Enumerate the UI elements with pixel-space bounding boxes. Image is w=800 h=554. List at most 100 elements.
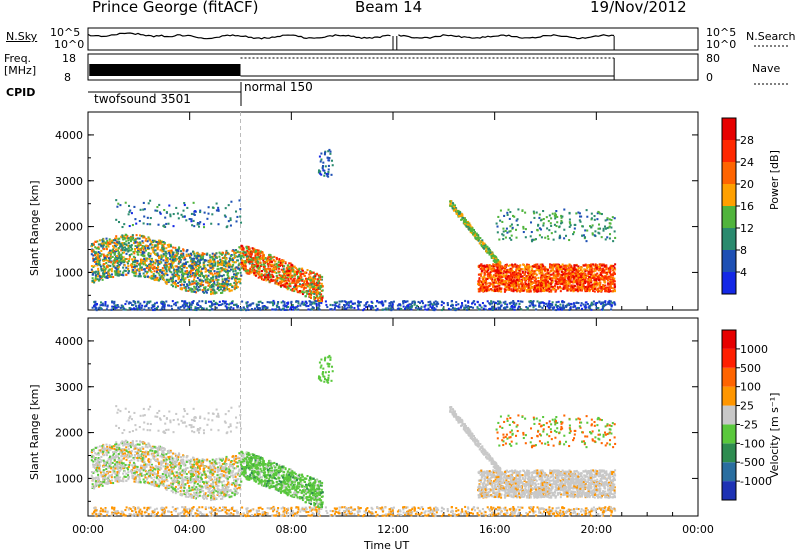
power-pixel [259,261,262,264]
power-pixel [315,286,318,289]
power-pixel [390,305,393,308]
power-pixel [224,253,227,256]
power-pixel [131,238,134,241]
power-pixel [299,272,302,275]
power-pixel [259,254,262,257]
power-pixel [544,267,547,270]
power-pixel [248,304,251,307]
power-pixel [135,272,138,275]
power-pixel [326,306,329,309]
power-pixel [191,267,194,270]
power-pixel [304,304,307,307]
power-pixel [287,274,290,277]
power-pixel [321,289,324,292]
power-pixel [194,261,197,264]
power-pixel [524,271,527,274]
power-pixel [109,255,112,258]
power-pixel [140,262,143,265]
colorbar-segment [722,206,736,228]
power-pixel [177,248,180,251]
nsearch-tick-low: 10^0 [706,38,737,51]
power-pixel [157,255,160,258]
power-pixel [96,240,99,243]
power-pixel [204,300,207,303]
power-pixel [290,274,293,277]
power-pixel [224,270,227,273]
power-pixel [387,307,390,310]
power-pixel [131,234,134,237]
power-pixel [509,271,512,274]
power-pixel [391,301,394,304]
power-pixel [250,266,253,269]
power-pixel [140,253,143,256]
power-pixel [175,284,178,287]
power-pixel [515,302,518,305]
power-pixel [262,265,265,268]
power-pixel [173,268,176,271]
power-pixel [218,289,221,292]
power-pixel [475,238,478,241]
power-pixel [602,308,605,311]
power-pixel [217,285,220,288]
power-pixel [313,278,316,281]
power-pixel [455,301,458,304]
power-pixel [133,274,136,277]
power-pixel [163,241,166,244]
power-pixel [270,263,273,266]
power-pixel [170,305,173,308]
power-pixel [105,262,108,265]
power-pixel [234,285,237,288]
power-pixel [285,270,288,273]
power-pixel [502,301,505,304]
power-pixel [308,277,311,280]
power-pixel [244,265,247,268]
power-pixel [211,273,214,276]
colorbar-tick-label: 25 [740,400,754,413]
power-pixel [310,297,313,300]
power-pixel [222,289,225,292]
power-pixel [94,240,97,243]
power-pixel [494,272,497,275]
power-pixel [590,265,593,268]
power-pixel [481,241,484,244]
power-pixel [293,277,296,280]
power-pixel [91,245,94,248]
power-pixel [602,305,605,308]
power-pixel [293,279,296,282]
power-pixel [154,244,157,247]
power-pixel [99,307,102,310]
power-pixel [171,300,174,303]
power-pixel [132,268,135,271]
power-pixel [466,308,469,311]
freq-label: Freq. [4,52,32,65]
power-pixel [222,300,225,303]
power-pixel [539,286,542,289]
power-pixel [481,302,484,305]
power-pixel [146,271,149,274]
power-pixel [310,271,313,274]
power-pixel [613,302,616,305]
power-pixel [583,305,586,308]
power-pixel [132,300,135,303]
power-pixel [136,259,139,262]
power-pixel [591,267,594,270]
power-pixel [492,266,495,269]
power-pixel [177,281,180,284]
power-pixel [302,288,305,291]
power-pixel [93,305,96,308]
power-pixel [99,276,102,279]
power-pixel [309,308,312,311]
power-pixel [301,293,304,296]
power-pixel [402,300,405,303]
power-pixel [301,300,304,303]
power-pixel [539,305,542,308]
power-plot-frame [87,111,699,311]
power-pixel [97,256,100,259]
power-pixel [505,272,508,275]
power-pixel [312,278,315,281]
power-pixel [278,258,281,261]
power-pixel [190,263,193,266]
power-pixel [506,306,509,309]
power-pixel [491,289,494,292]
power-pixel [244,254,247,257]
